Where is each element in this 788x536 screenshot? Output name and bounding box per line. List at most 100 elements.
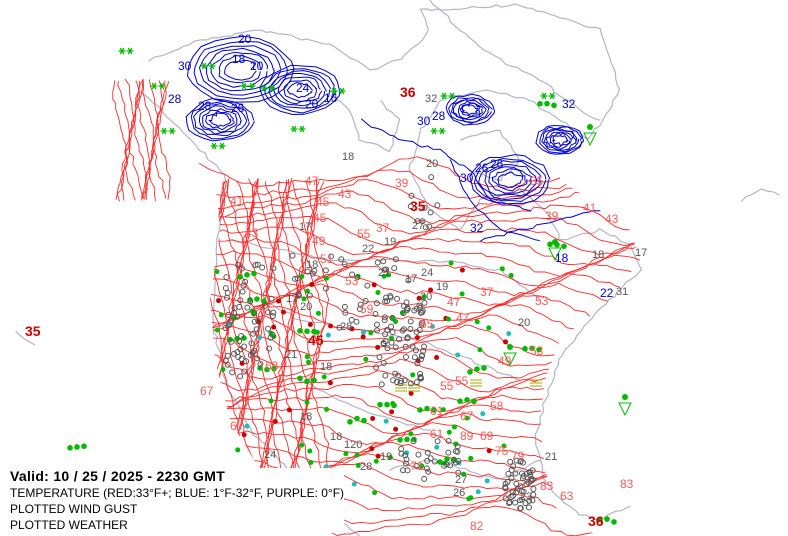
warm-contour-label: 61: [430, 404, 444, 418]
cold-contour-label: 32: [562, 97, 576, 111]
station-circle: [225, 311, 232, 318]
cold-contour-line: [541, 128, 580, 153]
rain-dots-icon: [271, 324, 277, 330]
rain-dots-icon: [354, 452, 360, 458]
rain-dots-icon: [429, 324, 435, 330]
coastline: [229, 239, 542, 302]
rain-dots-icon: [597, 516, 603, 523]
warm-contour-label: 43: [605, 212, 619, 226]
cold-contour-label: 26: [475, 161, 489, 175]
station-circle: [241, 368, 248, 375]
station-circle: [341, 261, 348, 268]
station-circle: [238, 333, 245, 340]
rain-dots-icon: [408, 390, 414, 396]
warm-contour-line: [156, 81, 171, 200]
rain-dots-icon: [286, 407, 292, 413]
station-circle: [374, 327, 381, 334]
rain-dots-icon: [383, 418, 389, 424]
coastline: [15, 330, 36, 346]
station-circle: [322, 285, 329, 292]
station-circle: [237, 346, 244, 353]
warm-contour-line: [200, 215, 640, 246]
station-circle: [384, 326, 391, 333]
warm-contour-line: [144, 79, 159, 201]
cold-contour-label: 24: [296, 81, 310, 95]
cold-contour-line: [488, 166, 533, 194]
cold-contour-label: 20: [238, 32, 252, 46]
rain-dots-icon: [384, 401, 390, 408]
station-circle: [372, 310, 379, 317]
station-circle: [384, 345, 391, 352]
rain-dots-icon: [611, 519, 617, 525]
station-circle: [338, 256, 345, 263]
legend-weather: PLOTTED WEATHER: [10, 518, 128, 532]
station-circle: [517, 505, 524, 512]
rain-dots-icon: [529, 345, 535, 352]
rain-dots-icon: [375, 289, 381, 295]
station-circle: [403, 456, 410, 463]
warm-contour-line: [290, 181, 310, 477]
station-value: 18: [342, 151, 354, 163]
coastline: [148, 3, 621, 140]
station-circle: [266, 345, 273, 352]
station-circle: [249, 349, 256, 356]
rain-dots-icon: [241, 432, 247, 438]
cold-contour-line: [224, 59, 257, 81]
station-value: 120: [344, 439, 362, 451]
coastline: [740, 188, 780, 202]
station-circle: [328, 253, 335, 260]
station-circle: [228, 338, 235, 345]
rain-dots-icon: [216, 298, 222, 304]
coastlines: [15, 0, 780, 536]
warm-contour-label: 47: [305, 174, 319, 188]
station-circle: [392, 344, 399, 351]
station-value: 22: [362, 243, 374, 255]
station-circle: [389, 329, 396, 336]
rain-dots-icon: [467, 369, 473, 375]
warm-contour-line: [305, 181, 326, 478]
warm-contour-line: [112, 80, 128, 200]
warm-contour-label: 67: [200, 384, 214, 398]
shower-dot: [507, 344, 513, 350]
cold-contour-line: [479, 210, 601, 242]
rain-dots-icon: [304, 399, 310, 405]
rain-dots-icon: [67, 445, 73, 451]
cold-contour-line: [552, 135, 569, 147]
station-circle: [408, 192, 415, 199]
fog-lines-icon: [408, 384, 420, 392]
station-circle: [407, 318, 414, 325]
rain-dots-icon: [481, 365, 487, 371]
warm-contour-label: 63: [265, 359, 279, 373]
station-circle: [512, 470, 519, 477]
station-circle: [508, 467, 515, 474]
map-legend: Valid: 10 / 25 / 2025 - 2230 GMT TEMPERA…: [10, 468, 345, 533]
rain-dots-icon: [247, 297, 253, 303]
station-circle: [445, 449, 452, 456]
warm-contour-label: 53: [530, 344, 544, 358]
rain-dots-icon: [368, 330, 374, 336]
rain-dots-icon: [446, 429, 452, 435]
station-circle: [525, 504, 532, 511]
cold-contour-line: [452, 98, 487, 121]
cold-contour-line: [202, 108, 238, 133]
station-circle: [434, 438, 441, 445]
cold-contour-line: [205, 110, 235, 131]
rain-dots-icon: [325, 332, 331, 338]
station-value: 24: [264, 449, 276, 461]
station-circle: [422, 224, 429, 231]
warm-contour-label: 63: [560, 489, 574, 503]
rain-dots-icon: [486, 448, 492, 454]
rain-dots-icon: [299, 442, 305, 448]
station-circle: [403, 299, 410, 306]
snow-asterisk-icon: [200, 62, 216, 70]
station-value: 31: [616, 286, 628, 298]
rain-dots-icon: [360, 329, 366, 335]
station-circle: [247, 298, 254, 305]
snow-asterisk-icon: [330, 87, 346, 95]
shower-dot: [587, 124, 593, 130]
cold-contour-line: [450, 97, 490, 123]
station-value: 21: [545, 451, 557, 463]
rain-dots-icon: [304, 378, 310, 385]
station-circle: [222, 357, 229, 364]
